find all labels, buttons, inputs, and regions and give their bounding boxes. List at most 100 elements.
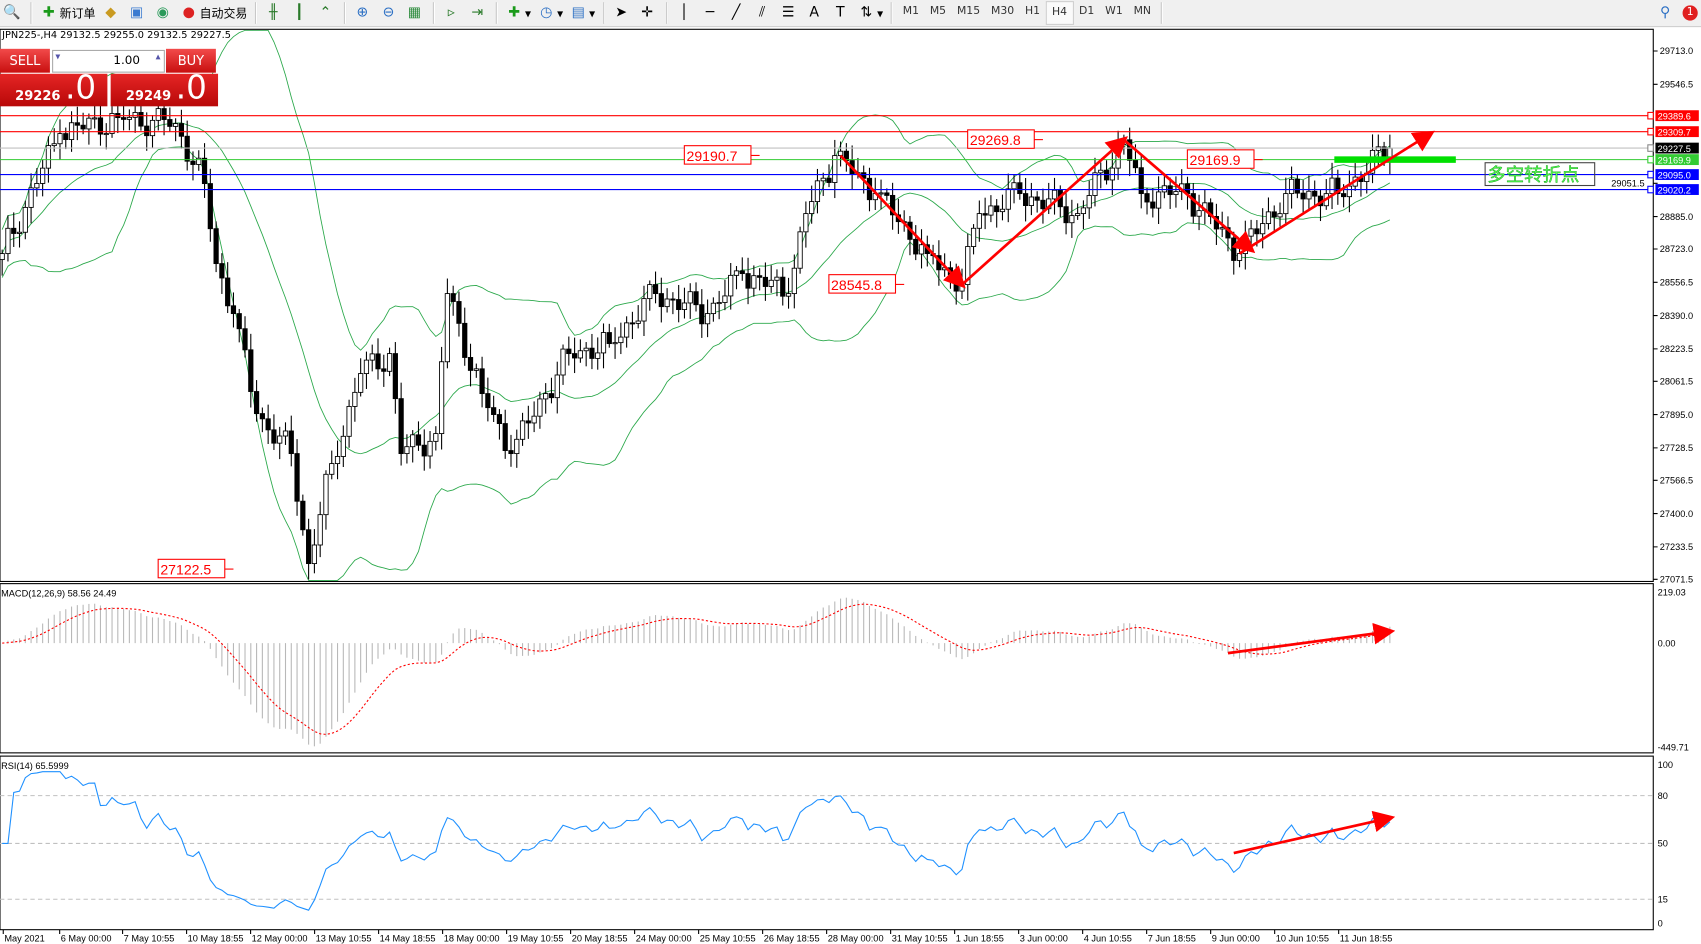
candle-body	[138, 112, 144, 127]
text-label-tool[interactable]: T	[828, 1, 854, 25]
level-handle	[1647, 111, 1654, 120]
candle-body	[236, 313, 242, 330]
candle-body	[560, 348, 566, 376]
candle-body	[450, 293, 456, 302]
candle	[184, 120, 190, 171]
level-handle	[1647, 127, 1654, 136]
new-order-button[interactable]: ✚ 新订单	[37, 1, 99, 25]
text-label-icon: T	[835, 4, 845, 21]
timeframe-w1[interactable]: W1	[1105, 5, 1123, 18]
candle	[1346, 170, 1353, 213]
one-click-trading-panel: SELL ▾ 1.00 ▴ BUY 29226.0 29249.0	[0, 48, 219, 107]
navigator-button[interactable]: ▣	[125, 1, 151, 25]
ask-price[interactable]: 29249.0	[110, 69, 219, 107]
candle-body	[352, 391, 358, 407]
timeframe-h1[interactable]: H1	[1024, 5, 1041, 18]
candle	[80, 112, 86, 135]
candle-body	[126, 116, 132, 120]
candle-body	[670, 298, 676, 301]
price-chart[interactable]: 29389.629309.729227.529169.929095.029020…	[0, 28, 1701, 944]
market-watch-button[interactable]: ◆	[99, 1, 125, 25]
chart-shift-button[interactable]: ⇥	[465, 1, 491, 25]
candle	[1208, 198, 1214, 225]
candle	[1005, 173, 1011, 223]
price-axis-label: 27233.5	[1660, 542, 1693, 552]
autoscroll-button[interactable]: ▹	[439, 1, 465, 25]
bid-price[interactable]: 29226.0	[0, 69, 108, 107]
candle	[797, 226, 803, 274]
indicators-button[interactable]: ✚ ▾	[502, 1, 534, 25]
search-button[interactable]: ⚲	[1653, 1, 1679, 25]
templates-button[interactable]: ▤ ▾	[566, 1, 598, 25]
toolbar-divider	[602, 2, 605, 24]
timeframe-m15[interactable]: M15	[956, 5, 981, 18]
periods-button[interactable]: ◷ ▾	[534, 1, 566, 25]
decrease-lot-button[interactable]: ▾	[55, 52, 61, 63]
candle-body	[1161, 185, 1167, 193]
candle	[791, 254, 797, 309]
sell-button[interactable]: SELL	[0, 48, 50, 73]
candlestick-button[interactable]: ┃	[287, 1, 313, 25]
candle-body	[681, 302, 688, 310]
timeframe-m30[interactable]: M30	[990, 5, 1015, 18]
channel-tool[interactable]: ⫽	[750, 1, 776, 25]
toolbar-divider	[343, 2, 347, 24]
cursor-tool[interactable]: ➤	[609, 1, 635, 25]
line-chart-button[interactable]: ⌃	[314, 1, 340, 25]
increase-lot-button[interactable]: ▴	[155, 52, 161, 63]
candle	[1051, 177, 1058, 215]
candle-body	[120, 117, 127, 120]
bar-chart-button[interactable]: ╫	[261, 1, 287, 25]
horizontal-line-tool[interactable]: ─	[698, 1, 724, 25]
crosshair-tool[interactable]: ✛	[635, 1, 661, 25]
candle	[814, 168, 821, 214]
candle-body	[1346, 185, 1353, 198]
search-tool-button[interactable]: 🔍	[0, 1, 26, 25]
auto-trading-button[interactable]: ● 自动交易	[177, 1, 251, 25]
candle-body	[687, 291, 693, 304]
candle-body	[421, 444, 427, 457]
timeframe-m1[interactable]: M1	[902, 5, 919, 18]
candle-body	[161, 108, 167, 120]
level-handle	[1647, 144, 1654, 152]
fibonacci-tool[interactable]: ☰	[776, 1, 802, 25]
zoom-out-button[interactable]: ⊖	[376, 1, 402, 25]
support-bar	[1334, 156, 1456, 163]
candle	[537, 391, 543, 429]
candle	[745, 257, 751, 305]
candle	[890, 182, 896, 230]
arrows-tool[interactable]: ⇅ ▾	[854, 1, 886, 25]
zoom-in-button[interactable]: ⊕	[350, 1, 376, 25]
candle-body	[334, 456, 341, 465]
trendline-tool[interactable]: ╱	[724, 1, 750, 25]
timeframe-mn[interactable]: MN	[1133, 5, 1152, 18]
candle	[681, 287, 688, 319]
timeframe-h4[interactable]: H4	[1045, 1, 1074, 25]
buy-button[interactable]: BUY	[165, 48, 216, 73]
candle	[676, 284, 682, 323]
candle	[410, 430, 416, 463]
candle-body	[386, 353, 393, 372]
lot-size-input[interactable]: ▾ 1.00 ▴	[52, 49, 165, 73]
timeframe-m5[interactable]: M5	[929, 5, 947, 18]
candle	[519, 412, 526, 446]
vertical-line-tool[interactable]: │	[672, 1, 698, 25]
tile-windows-button[interactable]: ▦	[402, 1, 428, 25]
candle-body	[999, 208, 1006, 213]
notifications-button[interactable]: 1	[1679, 1, 1701, 25]
timeframe-bar: M1 M5 M15 M30 H1 H4 D1 W1 MN	[897, 1, 1156, 25]
candle	[1265, 197, 1272, 230]
turning-point-box	[1484, 162, 1596, 187]
candle	[722, 279, 728, 311]
candle	[583, 342, 589, 367]
timeframe-d1[interactable]: D1	[1078, 5, 1095, 18]
signals-button[interactable]: ◉	[151, 1, 177, 25]
candle-body	[288, 430, 294, 455]
tile-icon: ▦	[407, 4, 422, 21]
candle-body	[28, 187, 34, 208]
candle-body	[1028, 196, 1034, 207]
text-tool[interactable]: A	[802, 1, 828, 25]
candle	[1028, 182, 1034, 216]
candle-body	[664, 298, 670, 308]
candle-body	[103, 133, 109, 136]
